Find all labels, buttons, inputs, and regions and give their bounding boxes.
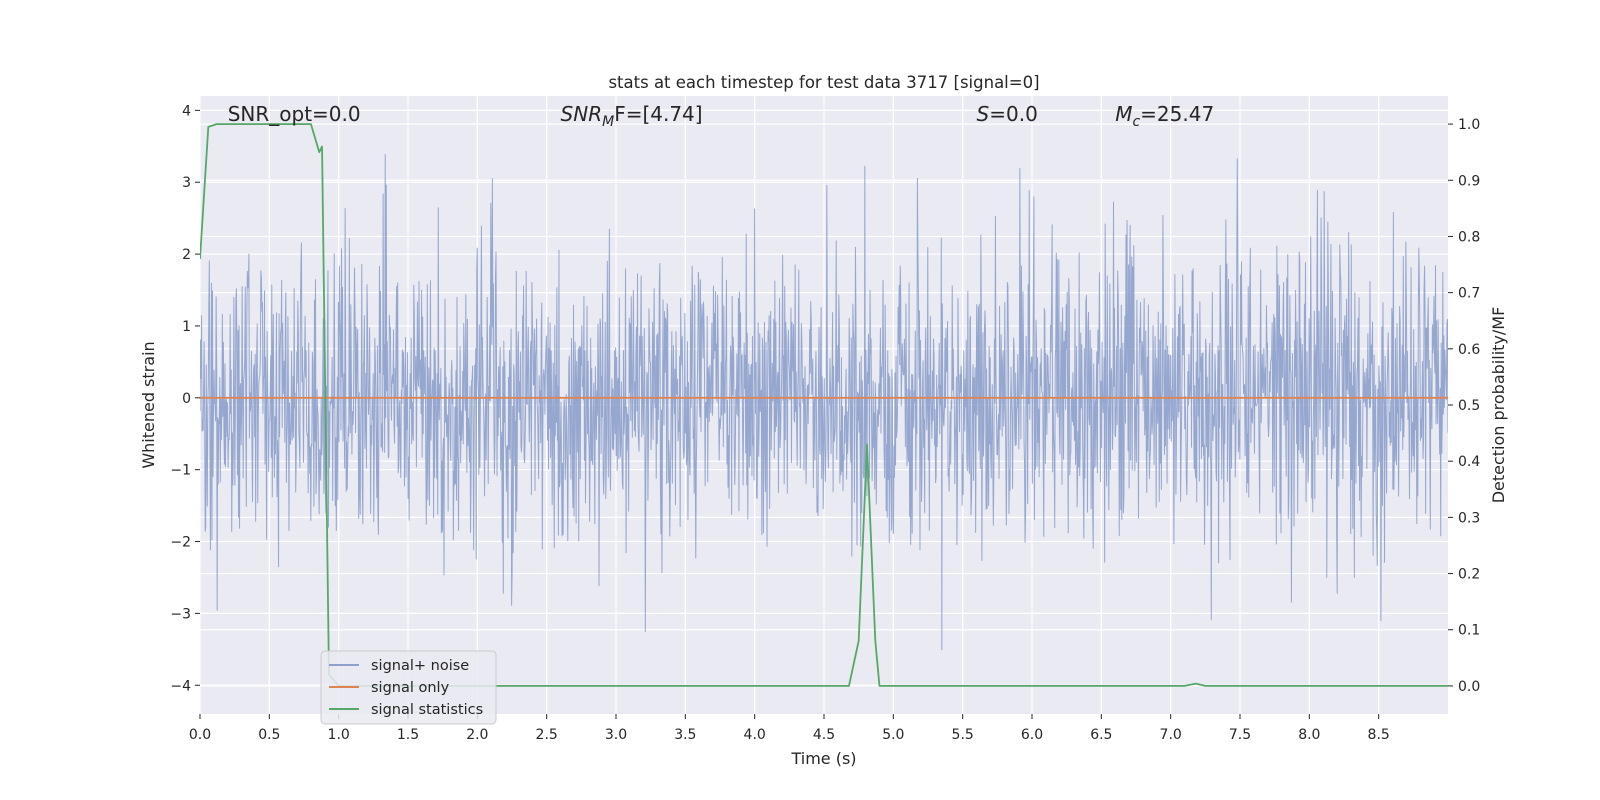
y2-tick-label: 0.0: [1458, 679, 1480, 695]
y2-tick-label: 0.3: [1458, 510, 1480, 526]
annotation-subscript: M: [602, 114, 614, 130]
x-tick-label: 4.0: [744, 727, 766, 743]
annotation-value: F=[4.74]: [614, 102, 702, 126]
legend-box: [320, 650, 497, 725]
x-axis-label: Time (s): [790, 749, 856, 768]
annotation-3: Mc=25.47: [1115, 102, 1214, 130]
annotation-0: SNR_opt=0.0: [228, 102, 361, 126]
x-tick-label: 2.0: [466, 727, 488, 743]
y2-tick-label: 0.5: [1458, 398, 1480, 414]
x-tick-label: 1.5: [397, 727, 419, 743]
x-tick-label: 3.0: [605, 727, 627, 743]
y2-tick-label: 0.2: [1458, 567, 1480, 583]
annotation-value: =0.0: [989, 102, 1038, 126]
x-tick-label: 8.0: [1298, 727, 1320, 743]
y-tick-label: 2: [182, 247, 191, 263]
y-tick-label: −3: [170, 606, 191, 622]
annotation-2: S=0.0: [977, 102, 1038, 126]
y-tick-label: −4: [170, 678, 191, 694]
x-tick-label: 7.5: [1229, 727, 1251, 743]
x-tick-label: 4.5: [813, 727, 835, 743]
series-line-2: [200, 123, 1448, 687]
chart-title: stats at each timestep for test data 371…: [608, 73, 1039, 92]
annotation-symbol: M: [1115, 102, 1132, 126]
legend-label-signal-noise: signal+ noise: [371, 658, 469, 674]
annotation-value: =25.47: [1140, 102, 1214, 126]
y2-axis-label: Detection probability/MF: [1489, 307, 1508, 504]
y2-tick-label: 1.0: [1458, 117, 1480, 133]
ticks: 0.0 0.5 1.0 1.5 2.0 2.5 3.0 3.5 4.0 4.5 5.0 5.5 6.0 6…: [170, 103, 1480, 743]
x-tick-label: 0.5: [258, 727, 280, 743]
x-tick-label: 7.0: [1160, 727, 1182, 743]
y-axis-label: Whitened strain: [139, 341, 158, 468]
y-tick-label: 3: [182, 175, 191, 191]
series-line-0: [200, 154, 1448, 651]
y2-tick-label: 0.4: [1458, 454, 1480, 470]
y-tick-label: 4: [182, 103, 191, 119]
series-layer: [200, 123, 1448, 687]
y-tick-label: −1: [170, 463, 191, 479]
y2-tick-label: 0.6: [1458, 342, 1480, 358]
annotation-1: SNRMF=[4.74]: [561, 102, 703, 130]
annotations: SNR_opt=0.0 SNRMF=[4.74] S=0.0 Mc=25.47: [228, 102, 1214, 130]
annotation-symbol: S: [977, 102, 990, 126]
x-tick-label: 5.5: [952, 727, 974, 743]
x-tick-label: 5.0: [882, 727, 904, 743]
annotation-text: SNR_opt=0.0: [228, 102, 361, 126]
y-tick-label: −2: [170, 535, 191, 551]
legend-label-signal-statistics: signal statistics: [371, 702, 483, 718]
y-tick-label: 1: [182, 319, 191, 335]
x-tick-label: 3.5: [674, 727, 696, 743]
y-tick-label: 0: [182, 391, 191, 407]
x-tick-label: 6.0: [1021, 727, 1043, 743]
annotation-symbol: SNR: [561, 102, 603, 126]
x-tick-label: 0.0: [189, 727, 211, 743]
legend: signal+ noise signal only signal statist…: [320, 650, 497, 725]
legend-label-signal-only: signal only: [371, 680, 450, 696]
x-tick-label: 2.5: [536, 727, 558, 743]
x-tick-label: 8.5: [1368, 727, 1390, 743]
annotation-subscript: c: [1132, 114, 1140, 130]
y2-tick-label: 0.9: [1458, 173, 1480, 189]
x-tick-label: 1.0: [328, 727, 350, 743]
y2-tick-label: 0.1: [1458, 623, 1480, 639]
x-tick-label: 6.5: [1090, 727, 1112, 743]
y2-tick-label: 0.8: [1458, 229, 1480, 245]
y2-tick-label: 0.7: [1458, 286, 1480, 302]
